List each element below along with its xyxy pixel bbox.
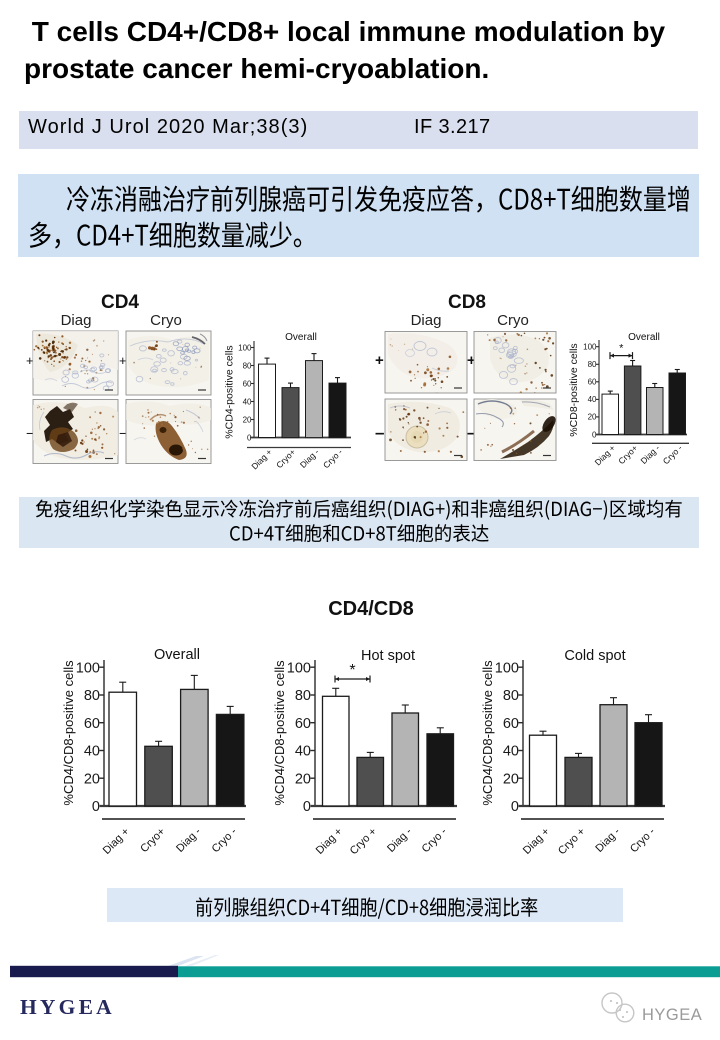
- svg-text:40: 40: [588, 395, 597, 404]
- svg-text:60: 60: [84, 716, 100, 732]
- svg-text:40: 40: [295, 744, 311, 760]
- svg-text:80: 80: [503, 688, 519, 704]
- svg-text:20: 20: [84, 771, 100, 787]
- svg-text:Diag: Diag: [411, 312, 442, 329]
- svg-text:Cryo -: Cryo -: [661, 443, 685, 467]
- svg-text:Hot spot: Hot spot: [361, 648, 415, 664]
- svg-text:Diag +: Diag +: [593, 443, 618, 468]
- svg-text:Diag +: Diag +: [101, 826, 132, 857]
- svg-text:0: 0: [92, 799, 100, 815]
- svg-text:Overall: Overall: [154, 647, 200, 663]
- svg-text:+: +: [26, 353, 34, 368]
- svg-text:Diag -: Diag -: [639, 443, 662, 466]
- svg-text:+: +: [375, 352, 384, 369]
- svg-text:Diag +: Diag +: [521, 826, 552, 857]
- svg-text:Cryo+: Cryo+: [616, 443, 639, 466]
- svg-text:%CD8-positive cells: %CD8-positive cells: [568, 343, 580, 436]
- svg-text:Cryo: Cryo: [497, 312, 529, 329]
- svg-text:60: 60: [295, 716, 311, 732]
- svg-text:0: 0: [592, 430, 597, 439]
- svg-text:CD4: CD4: [101, 292, 139, 313]
- svg-text:*: *: [349, 662, 355, 679]
- svg-text:Diag -: Diag -: [174, 825, 203, 854]
- svg-text:0: 0: [511, 799, 519, 815]
- svg-text:Diag -: Diag -: [593, 825, 622, 854]
- svg-text:%CD4-positive cells: %CD4-positive cells: [224, 345, 236, 438]
- svg-text:Cold spot: Cold spot: [564, 648, 625, 664]
- svg-text:Diag -: Diag -: [385, 825, 414, 854]
- svg-text:−: −: [119, 425, 127, 441]
- svg-text:+: +: [119, 353, 127, 368]
- svg-text:%CD4/CD8-positive cells: %CD4/CD8-positive cells: [61, 660, 76, 806]
- svg-text:60: 60: [588, 378, 597, 387]
- svg-text:CD4/CD8: CD4/CD8: [328, 598, 414, 620]
- svg-text:20: 20: [588, 413, 597, 422]
- svg-text:Cryo -: Cryo -: [628, 825, 658, 855]
- svg-text:+: +: [467, 352, 476, 369]
- svg-text:Cryo -: Cryo -: [420, 825, 450, 855]
- svg-text:100: 100: [238, 343, 252, 352]
- svg-text:40: 40: [503, 744, 519, 760]
- svg-text:CD8: CD8: [448, 292, 486, 313]
- svg-text:Overall: Overall: [285, 332, 317, 343]
- svg-text:20: 20: [295, 771, 311, 787]
- svg-text:20: 20: [503, 771, 519, 787]
- svg-text:Diag: Diag: [61, 312, 92, 329]
- svg-text:Cryo -: Cryo -: [210, 825, 240, 855]
- svg-text:20: 20: [243, 415, 252, 424]
- svg-text:40: 40: [84, 744, 100, 760]
- svg-text:Cryo -: Cryo -: [321, 447, 345, 471]
- svg-text:Diag +: Diag +: [249, 447, 274, 472]
- svg-text:100: 100: [583, 343, 597, 352]
- svg-text:80: 80: [84, 688, 100, 704]
- svg-text:Diag -: Diag -: [298, 447, 321, 470]
- svg-text:100: 100: [76, 660, 100, 676]
- svg-text:%CD4/CD8-positive cells: %CD4/CD8-positive cells: [272, 660, 287, 806]
- svg-text:Cryo +: Cryo +: [348, 826, 380, 858]
- svg-text:80: 80: [295, 688, 311, 704]
- svg-text:80: 80: [243, 361, 252, 370]
- svg-text:100: 100: [287, 660, 311, 676]
- svg-text:HYGEA: HYGEA: [642, 1006, 702, 1024]
- svg-text:Cryo +: Cryo +: [556, 826, 588, 858]
- svg-text:–: –: [375, 423, 384, 442]
- svg-text:80: 80: [588, 360, 597, 369]
- svg-text:60: 60: [243, 379, 252, 388]
- svg-text:%CD4/CD8-positive cells: %CD4/CD8-positive cells: [480, 660, 495, 806]
- svg-text:–: –: [467, 423, 476, 442]
- svg-text:Cryo+: Cryo+: [138, 826, 167, 855]
- svg-text:Cryo+: Cryo+: [274, 447, 297, 470]
- svg-text:0: 0: [303, 799, 311, 815]
- svg-text:Cryo: Cryo: [150, 312, 182, 329]
- svg-text:0: 0: [247, 433, 252, 442]
- svg-text:60: 60: [503, 716, 519, 732]
- svg-text:40: 40: [243, 397, 252, 406]
- svg-text:100: 100: [495, 660, 519, 676]
- svg-text:Overall: Overall: [628, 332, 660, 343]
- svg-text:Diag +: Diag +: [314, 826, 345, 857]
- svg-text:*: *: [619, 343, 624, 355]
- svg-text:−: −: [26, 425, 34, 441]
